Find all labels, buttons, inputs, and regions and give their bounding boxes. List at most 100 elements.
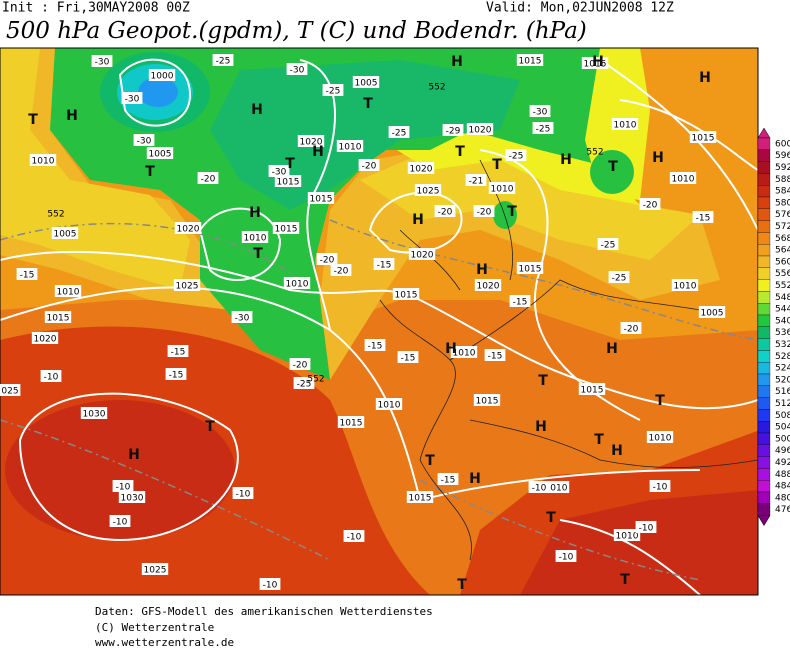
temperature-label-box	[528, 481, 550, 493]
temperature-label: -10	[639, 524, 654, 534]
legend-label: 572	[775, 222, 790, 232]
temperature-label-box	[373, 258, 395, 270]
legend-label: 480	[775, 493, 790, 503]
pressure-label-box	[352, 76, 380, 88]
legend-label: 544	[775, 305, 790, 315]
pressure-label: 1010	[378, 401, 401, 411]
legend-label: 512	[775, 399, 790, 409]
pressure-label: 1010	[649, 434, 672, 444]
temperature-label-box	[121, 92, 143, 104]
temperature-label-box	[316, 253, 338, 265]
legend-swatch	[757, 208, 771, 221]
temperature-label-box	[620, 322, 642, 334]
pressure-label-box	[80, 407, 108, 419]
pressure-center: H	[312, 144, 324, 160]
pressure-label-box	[611, 118, 639, 130]
temperature-label-box	[286, 63, 308, 75]
pressure-center: H	[611, 443, 623, 459]
pressure-label-box	[466, 123, 494, 135]
pressure-center: T	[425, 453, 435, 469]
legend-label: 516	[775, 387, 790, 397]
pressure-label-box	[646, 431, 674, 443]
pressure-center: T	[145, 164, 155, 180]
pressure-center: T	[538, 373, 548, 389]
pressure-label-box	[488, 182, 516, 194]
temperature-label: -10	[236, 490, 251, 500]
pressure-label: 1005	[355, 79, 378, 89]
pressure-label: 1025	[417, 187, 440, 197]
pressure-center: T	[205, 419, 215, 435]
temperature-label: -15	[171, 348, 186, 358]
pressure-label: 1010	[453, 349, 476, 359]
temperature-label: -30	[125, 95, 140, 105]
pressure-label-box	[51, 227, 79, 239]
temperature-label-box	[268, 165, 290, 177]
temperature-label: -25	[612, 274, 627, 284]
legend-swatch	[757, 338, 771, 351]
pressure-label: 1015	[340, 419, 363, 429]
pressure-label-box	[336, 140, 364, 152]
pressure-label: 1015	[519, 57, 542, 67]
legend-label: 580	[775, 198, 790, 208]
legend-swatch	[757, 350, 771, 363]
legend-swatch	[757, 267, 771, 280]
pressure-label: 1020	[469, 126, 492, 136]
legend-swatch	[757, 185, 771, 198]
temperature-label-box	[293, 377, 315, 389]
pressure-center: H	[592, 54, 604, 70]
temperature-label: -20	[320, 256, 335, 266]
legend-label: 576	[775, 210, 790, 220]
temperature-label-box	[197, 172, 219, 184]
pressure-label-box	[414, 184, 442, 196]
temperature-label-box	[330, 264, 352, 276]
temperature-label: -15	[696, 214, 711, 224]
pressure-label-box	[54, 285, 82, 297]
pressure-label: 1015	[519, 265, 542, 275]
legend-swatch	[757, 432, 771, 445]
temperature-label-box	[608, 271, 630, 283]
legend-label: 520	[775, 375, 790, 385]
temperature-label: -25	[326, 87, 341, 97]
pressure-label-box	[307, 192, 335, 204]
legend-swatch	[757, 468, 771, 481]
temperature-label: -20	[438, 208, 453, 218]
temperature-label: -10	[559, 553, 574, 563]
pressure-center: H	[445, 341, 457, 357]
temperature-label: -20	[293, 361, 308, 371]
pressure-label-box	[669, 172, 697, 184]
pressure-label-box	[689, 131, 717, 143]
legend-swatch	[757, 137, 771, 150]
pressure-label: 1020	[300, 138, 323, 148]
pressure-label: 1010	[674, 282, 697, 292]
pressure-label-box	[174, 222, 202, 234]
init-time: Init : Fri,30MAY2008 00Z	[2, 1, 190, 16]
pressure-label-box	[272, 222, 300, 234]
legend-swatch	[757, 173, 771, 186]
temperature-label: -30	[272, 168, 287, 178]
pressure-center: T	[492, 157, 502, 173]
temperature-label-box	[437, 473, 459, 485]
temperature-label: -15	[401, 354, 416, 364]
pressure-label: 1020	[410, 165, 433, 175]
pressure-center: H	[251, 102, 263, 118]
temperature-label-box	[40, 370, 62, 382]
pressure-label: 1020	[34, 335, 57, 345]
legend-label: 540	[775, 316, 790, 326]
legend-swatch	[757, 279, 771, 292]
legend-swatch	[757, 220, 771, 233]
pressure-label: 1015	[310, 195, 333, 205]
pressure-label: 1010	[545, 484, 568, 494]
legend-swatch	[757, 456, 771, 469]
legend-label: 592	[775, 163, 790, 173]
pressure-center: T	[608, 159, 618, 175]
legend-label: 532	[775, 340, 790, 350]
temperature-label: -25	[509, 152, 524, 162]
temperature-label: -29	[446, 127, 461, 137]
pressure-center: T	[457, 577, 467, 593]
legend-label: 568	[775, 234, 790, 244]
legend-label: 536	[775, 328, 790, 338]
valid-time: Valid: Mon,02JUN2008 12Z	[486, 1, 674, 16]
contour-label: 552	[47, 210, 64, 220]
pressure-label-box	[283, 277, 311, 289]
legend-swatch	[757, 149, 771, 162]
